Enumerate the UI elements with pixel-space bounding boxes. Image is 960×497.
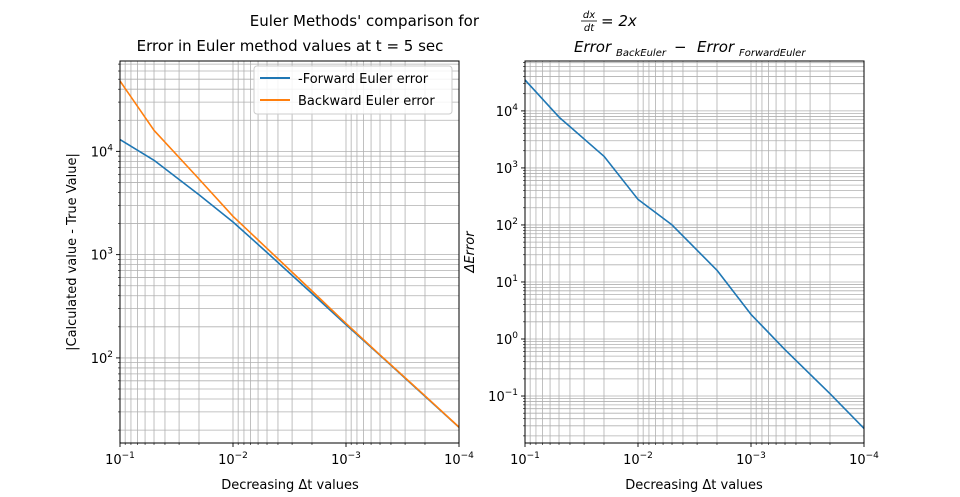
- suptitle-frac-numerator: dx: [583, 10, 595, 21]
- right-chart-title-term2: Error: [697, 38, 735, 56]
- left-chart-y-tick-label: 103: [91, 247, 113, 264]
- right-chart-frame: [524, 60, 865, 444]
- right-chart-y-tick-label: 100: [496, 331, 519, 348]
- right-chart-y-tick-label: 102: [496, 217, 518, 234]
- right-chart-title-sub1: BackEuler: [616, 48, 667, 59]
- right-chart-y-tick-label: 101: [496, 274, 518, 291]
- right-chart-y-tick-label: 10−1: [488, 388, 518, 405]
- suptitle-text: Euler Methods' comparison for: [250, 12, 480, 30]
- left-chart-x-tick-label: 10−4: [444, 451, 474, 468]
- right-chart-x-tick-label: 10−2: [623, 451, 653, 468]
- right-chart-y-tick-label: 103: [496, 160, 518, 177]
- suptitle-rhs: = 2x: [601, 12, 637, 30]
- right-chart-series-0-line: [524, 79, 865, 429]
- right-chart-ticks: 10−1 10−2 10−3 10−4 10−1 100 101 102 103 104: [488, 62, 879, 468]
- legend-label-backward-euler: Backward Euler error: [298, 94, 435, 109]
- left-chart-y-tick-label: 104: [91, 143, 114, 160]
- legend-label-forward-euler: -Forward Euler error: [298, 72, 429, 87]
- left-chart-y-tick-label: 102: [91, 350, 113, 367]
- legend-box: [253, 65, 453, 115]
- right-chart-x-tick-label: 10−4: [849, 451, 879, 468]
- left-chart-series-lines: [119, 80, 460, 428]
- left-chart-x-label: Decreasing Δt values: [221, 478, 359, 493]
- right-chart-x-label: Decreasing Δt values: [625, 478, 763, 493]
- suptitle-frac-denominator: dt: [584, 23, 595, 34]
- right-chart-title-term1: Error: [574, 38, 612, 56]
- right-chart-x-tick-label: 10−1: [510, 451, 540, 468]
- left-chart-y-label: |Calculated value - True Value|: [65, 153, 80, 351]
- right-chart: Error BackEuler − Error ForwardEuler Dec…: [463, 38, 879, 493]
- right-chart-grid: [524, 61, 865, 443]
- right-chart-title: Error BackEuler − Error ForwardEuler: [574, 38, 806, 59]
- left-chart: Error in Euler method values at t = 5 se…: [65, 37, 474, 493]
- left-chart-ticks: 10−1 10−2 10−3 10−4 102 103 104: [91, 63, 474, 468]
- left-chart-legend: -Forward Euler error Backward Euler erro…: [253, 65, 453, 115]
- right-chart-title-minus: −: [674, 38, 687, 56]
- right-chart-x-tick-label: 10−3: [736, 451, 766, 468]
- left-chart-title: Error in Euler method values at t = 5 se…: [137, 37, 444, 55]
- figure-suptitle: Euler Methods' comparison for dx dt = 2x: [250, 10, 637, 34]
- left-chart-x-tick-label: 10−2: [218, 451, 248, 468]
- left-chart-series-1-line: [119, 80, 460, 428]
- left-chart-frame: [119, 60, 460, 444]
- right-chart-series-lines: [524, 79, 865, 429]
- right-chart-y-label: ΔError: [463, 230, 478, 274]
- left-chart-x-tick-label: 10−1: [105, 451, 135, 468]
- right-chart-y-tick-label: 104: [496, 103, 519, 120]
- right-chart-title-sub2: ForwardEuler: [739, 48, 806, 59]
- left-chart-x-tick-label: 10−3: [331, 451, 361, 468]
